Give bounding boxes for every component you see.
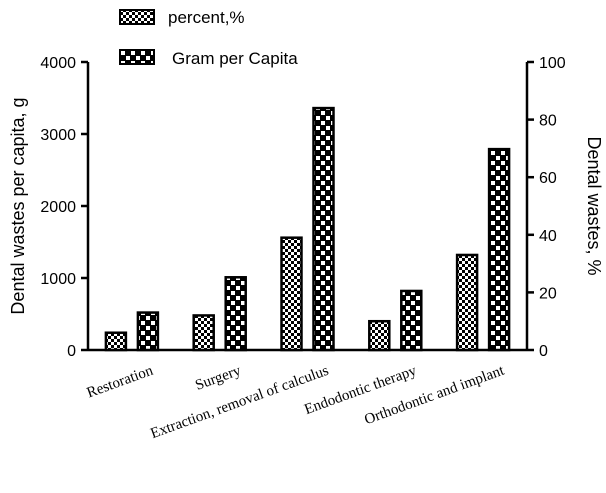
legend: percent,% Gram per Capita [119, 8, 298, 68]
category-label: Surgery [193, 363, 243, 394]
left-y-axis-title: Dental wastes per capita, g [8, 97, 28, 314]
bars [104, 106, 511, 352]
bar-gram-0 [136, 311, 160, 352]
right-tick-label: 60 [539, 170, 557, 187]
bar-gram-4 [487, 147, 511, 352]
bar-gram-1 [224, 276, 247, 352]
right-tick-label: 40 [539, 228, 557, 245]
bar-percent-4 [455, 253, 479, 352]
bar-percent-0 [104, 331, 128, 352]
bar-percent-2 [280, 236, 303, 352]
right-tick-label: 20 [539, 285, 557, 302]
bar-percent-1 [192, 314, 215, 352]
category-label: Restoration [85, 363, 156, 402]
left-tick-label: 1000 [40, 271, 76, 288]
right-tick-label: 0 [539, 343, 548, 360]
legend-swatch-gram [119, 49, 155, 65]
right-y-axis-title: Dental wastes, % [584, 136, 604, 275]
legend-label-percent: percent,% [168, 8, 245, 27]
right-y-axis: 0 20 40 60 80 100 [525, 55, 566, 360]
right-tick-label: 100 [539, 55, 566, 72]
bar-gram-3 [400, 289, 423, 352]
legend-label-gram: Gram per Capita [172, 49, 298, 68]
left-tick-label: 3000 [40, 127, 76, 144]
bar-percent-3 [368, 319, 391, 352]
left-tick-label: 0 [67, 343, 76, 360]
left-tick-label: 2000 [40, 199, 76, 216]
left-y-axis: 0 1000 2000 3000 4000 [40, 55, 90, 360]
right-tick-label: 80 [539, 113, 557, 130]
bar-gram-2 [312, 106, 335, 352]
left-tick-label: 4000 [40, 55, 76, 72]
legend-swatch-percent [119, 9, 155, 25]
